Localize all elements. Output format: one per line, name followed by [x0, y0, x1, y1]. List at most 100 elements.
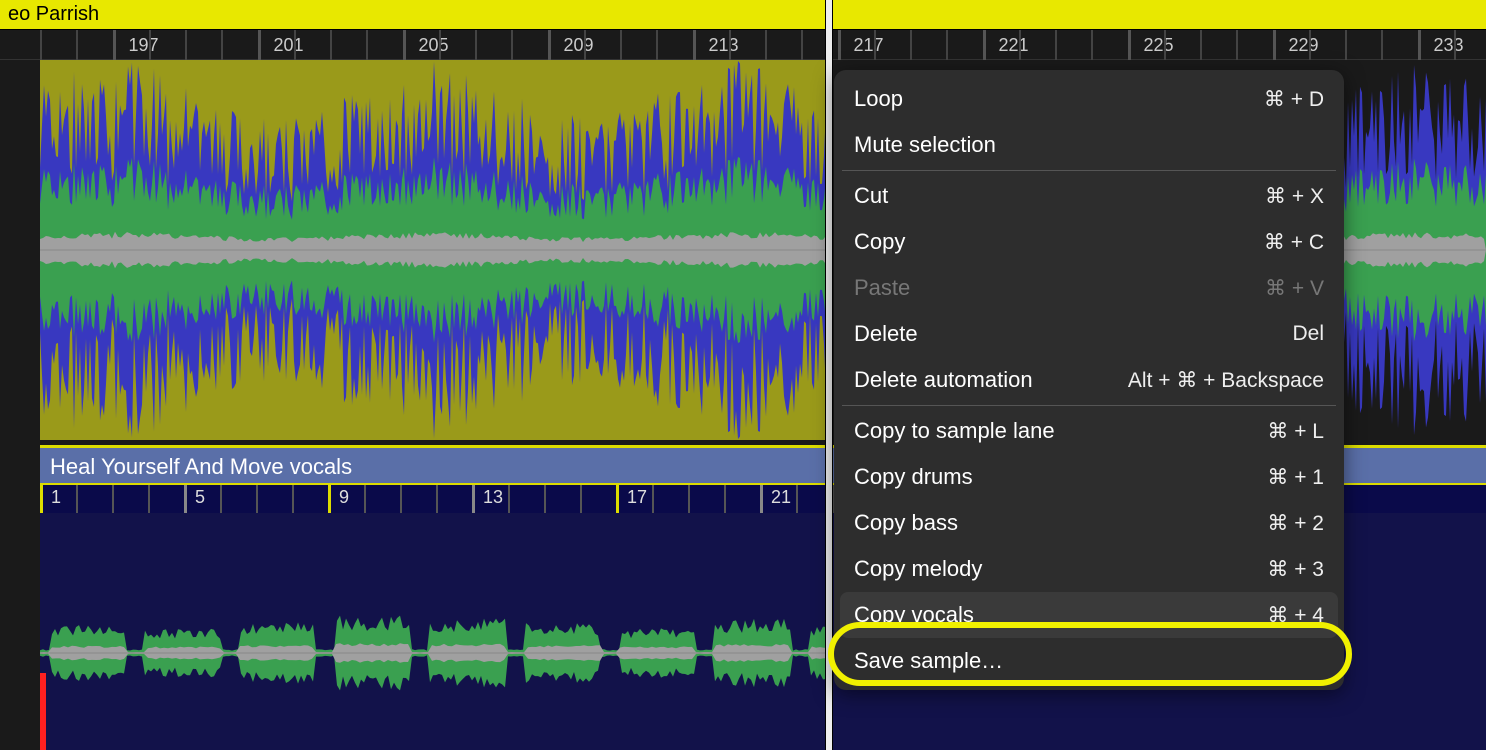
- menu-item-label: Copy melody: [854, 556, 982, 582]
- menu-item-mute-selection[interactable]: Mute selection: [834, 122, 1344, 168]
- menu-item-copy-melody[interactable]: Copy melody ⌘ + 3: [834, 546, 1344, 592]
- playhead[interactable]: [826, 0, 832, 750]
- ruler-minor-tick: [620, 30, 622, 60]
- waveform-top-right[interactable]: [1340, 60, 1486, 440]
- menu-item-shortcut: ⌘ + 2: [1267, 511, 1324, 536]
- menu-item-loop[interactable]: Loop ⌘ + D: [834, 76, 1344, 122]
- menu-item-label: Paste: [854, 275, 910, 301]
- menu-item-shortcut: ⌘ + V: [1265, 276, 1324, 301]
- ruler-minor-tick: [330, 30, 332, 60]
- ruler-minor-tick: [544, 485, 546, 513]
- ruler-minor-tick: [1091, 30, 1093, 60]
- ruler-minor-tick: [366, 30, 368, 60]
- menu-separator: [842, 405, 1336, 406]
- ruler-minor-tick: [76, 30, 78, 60]
- menu-item-copy[interactable]: Copy ⌘ + C: [834, 219, 1344, 265]
- ruler-minor-tick: [292, 485, 294, 513]
- menu-item-shortcut: ⌘ + 4: [1267, 603, 1324, 628]
- menu-item-shortcut: ⌘ + C: [1264, 230, 1324, 255]
- ruler-minor-tick: [1381, 30, 1383, 60]
- ruler-tick: 13: [472, 485, 503, 513]
- menu-item-label: Mute selection: [854, 132, 996, 158]
- ruler-tick: 9: [328, 485, 349, 513]
- ruler-minor-tick: [148, 485, 150, 513]
- ruler-minor-tick: [364, 485, 366, 513]
- waveform-top-selected[interactable]: [40, 60, 830, 440]
- ruler-minor-tick: [511, 30, 513, 60]
- ruler-minor-tick: [656, 30, 658, 60]
- clip-title: Heal Yourself And Move vocals: [50, 454, 352, 479]
- ruler-tick: 1: [40, 485, 61, 513]
- ruler-minor-tick: [580, 485, 582, 513]
- menu-item-label: Loop: [854, 86, 903, 112]
- ruler-minor-tick: [1454, 30, 1456, 60]
- track-title: eo Parrish: [8, 3, 99, 25]
- ruler-minor-tick: [475, 30, 477, 60]
- menu-separator: [842, 170, 1336, 171]
- ruler-minor-tick: [508, 485, 510, 513]
- menu-item-label: Save sample…: [854, 648, 1003, 674]
- ruler-minor-tick: [1200, 30, 1202, 60]
- menu-item-shortcut: Alt + ⌘ + Backspace: [1128, 368, 1324, 393]
- menu-item-copy-drums[interactable]: Copy drums⌘ + 1: [834, 454, 1344, 500]
- ruler-tick: 5: [184, 485, 205, 513]
- ruler-tick: 201: [258, 30, 304, 60]
- waveform-svg-top-right: [1340, 60, 1486, 440]
- ruler-tick: 21: [760, 485, 791, 513]
- timeline-ruler-top[interactable]: 197201205209213217221225229233: [0, 30, 1486, 60]
- context-menu: Loop ⌘ + D Mute selection Cut⌘ + X Copy ⌘ + C…: [834, 70, 1344, 690]
- ruler-tick: 217: [838, 30, 884, 60]
- ruler-minor-tick: [724, 485, 726, 513]
- menu-item-delete[interactable]: Delete Del: [834, 311, 1344, 357]
- menu-item-shortcut: Del: [1292, 322, 1324, 346]
- menu-item-shortcut: ⌘ + D: [1264, 87, 1324, 112]
- ruler-minor-tick: [1164, 30, 1166, 60]
- ruler-minor-tick: [688, 485, 690, 513]
- ruler-minor-tick: [185, 30, 187, 60]
- ruler-minor-tick: [400, 485, 402, 513]
- ruler-minor-tick: [765, 30, 767, 60]
- menu-item-label: Copy: [854, 229, 905, 255]
- ruler-tick: 17: [616, 485, 647, 513]
- ruler-minor-tick: [40, 30, 42, 60]
- menu-item-label: Cut: [854, 183, 888, 209]
- ruler-minor-tick: [1236, 30, 1238, 60]
- menu-item-label: Copy drums: [854, 464, 973, 490]
- ruler-minor-tick: [220, 485, 222, 513]
- ruler-tick: 197: [113, 30, 159, 60]
- ruler-tick: 205: [403, 30, 449, 60]
- ruler-minor-tick: [149, 30, 151, 60]
- ruler-minor-tick: [1055, 30, 1057, 60]
- menu-item-label: Delete automation: [854, 367, 1033, 393]
- menu-item-copy-to-sample-lane[interactable]: Copy to sample lane⌘ + L: [834, 408, 1344, 454]
- menu-item-delete-automation[interactable]: Delete automation Alt + ⌘ + Backspace: [834, 357, 1344, 403]
- menu-item-shortcut: ⌘ + 3: [1267, 557, 1324, 582]
- ruler-minor-tick: [874, 30, 876, 60]
- ruler-minor-tick: [436, 485, 438, 513]
- ruler-tick: 225: [1128, 30, 1174, 60]
- ruler-tick: 213: [693, 30, 739, 60]
- menu-item-save-sample[interactable]: Save sample…: [834, 638, 1344, 684]
- ruler-tick: 221: [983, 30, 1029, 60]
- ruler-minor-tick: [1345, 30, 1347, 60]
- ruler-minor-tick: [796, 485, 798, 513]
- track-title-bar[interactable]: eo Parrish: [0, 0, 1486, 30]
- waveform-svg-top: [40, 60, 830, 440]
- ruler-minor-tick: [76, 485, 78, 513]
- red-marker[interactable]: [40, 673, 46, 750]
- ruler-minor-tick: [256, 485, 258, 513]
- ruler-tick: 233: [1418, 30, 1464, 60]
- ruler-minor-tick: [801, 30, 803, 60]
- ruler-minor-tick: [1309, 30, 1311, 60]
- menu-item-copy-bass[interactable]: Copy bass ⌘ + 2: [834, 500, 1344, 546]
- menu-item-label: Delete: [854, 321, 918, 347]
- ruler-minor-tick: [584, 30, 586, 60]
- menu-item-copy-vocals[interactable]: Copy vocals⌘ + 4: [840, 592, 1338, 638]
- ruler-minor-tick: [294, 30, 296, 60]
- ruler-minor-tick: [221, 30, 223, 60]
- menu-item-cut[interactable]: Cut⌘ + X: [834, 173, 1344, 219]
- ruler-minor-tick: [946, 30, 948, 60]
- ruler-minor-tick: [652, 485, 654, 513]
- menu-item-label: Copy bass: [854, 510, 958, 536]
- menu-item-paste: Paste ⌘ + V: [834, 265, 1344, 311]
